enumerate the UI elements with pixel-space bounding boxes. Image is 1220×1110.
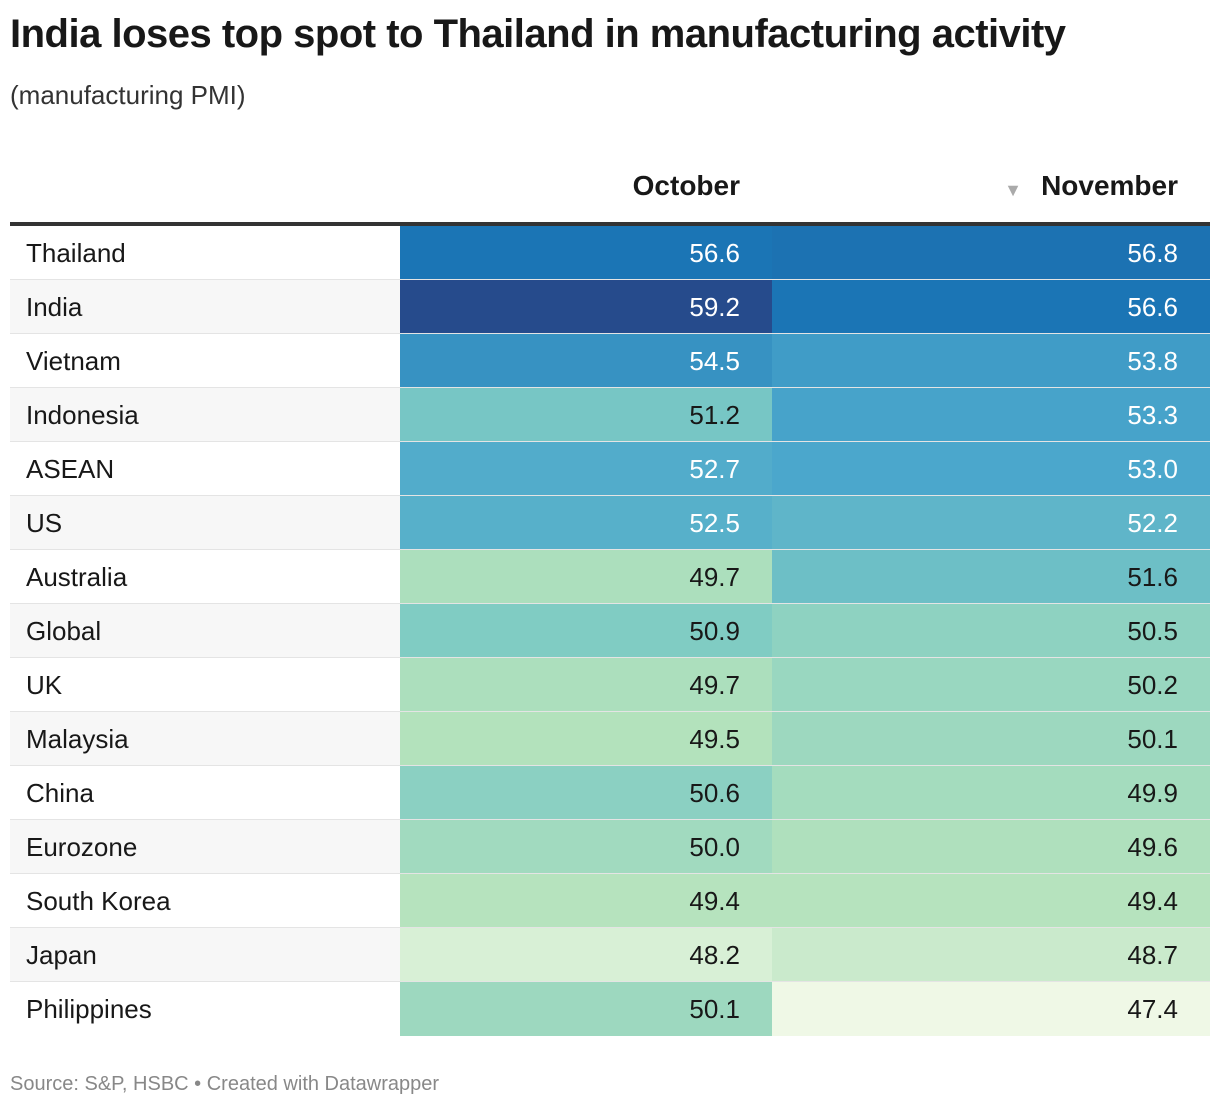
cell-october: 54.5 bbox=[400, 334, 772, 387]
cell-november: 56.6 bbox=[772, 280, 1210, 333]
cell-november: 49.9 bbox=[772, 766, 1210, 819]
table-row: US 52.5 52.2 bbox=[10, 496, 1210, 550]
row-label: Australia bbox=[26, 562, 128, 592]
table-row: China 50.6 49.9 bbox=[10, 766, 1210, 820]
sort-descending-icon: ▼ bbox=[1004, 180, 1022, 200]
cell-november: 49.4 bbox=[772, 874, 1210, 927]
table-row: Malaysia 49.5 50.1 bbox=[10, 712, 1210, 766]
cell-november: 50.1 bbox=[772, 712, 1210, 765]
row-label: Thailand bbox=[26, 238, 126, 268]
table-row: Vietnam 54.5 53.8 bbox=[10, 334, 1210, 388]
cell-october: 56.6 bbox=[400, 226, 772, 279]
table-row: ASEAN 52.7 53.0 bbox=[10, 442, 1210, 496]
table-row: UK 49.7 50.2 bbox=[10, 658, 1210, 712]
table-row: Australia 49.7 51.6 bbox=[10, 550, 1210, 604]
column-header-november[interactable]: November bbox=[1041, 170, 1178, 201]
cell-october: 52.7 bbox=[400, 442, 772, 495]
cell-october: 49.4 bbox=[400, 874, 772, 927]
row-label: South Korea bbox=[26, 886, 171, 916]
row-label: Japan bbox=[10, 928, 400, 981]
chart-subtitle: (manufacturing PMI) bbox=[10, 80, 246, 110]
chart-title: India loses top spot to Thailand in manu… bbox=[10, 12, 1066, 56]
cell-november: 48.7 bbox=[772, 928, 1210, 981]
cell-october: 50.6 bbox=[400, 766, 772, 819]
row-label: Indonesia bbox=[10, 388, 400, 441]
row-label: Philippines bbox=[26, 994, 152, 1024]
table-row: Global 50.9 50.5 bbox=[10, 604, 1210, 658]
table-row: Thailand 56.6 56.8 bbox=[10, 226, 1210, 280]
table-row: Indonesia 51.2 53.3 bbox=[10, 388, 1210, 442]
table-row: South Korea 49.4 49.4 bbox=[10, 874, 1210, 928]
cell-october: 50.9 bbox=[400, 604, 772, 657]
table-body: Thailand 56.6 56.8 India 59.2 56.6 Vietnam 54.5… bbox=[10, 226, 1210, 1036]
row-label: Global bbox=[10, 604, 400, 657]
cell-november: 50.5 bbox=[772, 604, 1210, 657]
row-label: India bbox=[10, 280, 400, 333]
column-header-october[interactable]: October bbox=[632, 170, 740, 201]
cell-november: 53.3 bbox=[772, 388, 1210, 441]
heatmap-table: October ▼ November Thailand 56.6 56.8 India… bbox=[10, 160, 1210, 1036]
cell-november: 56.8 bbox=[772, 226, 1210, 279]
row-label: Malaysia bbox=[10, 712, 400, 765]
cell-november: 51.6 bbox=[772, 550, 1210, 603]
row-label: US bbox=[10, 496, 400, 549]
table-row: Japan 48.2 48.7 bbox=[10, 928, 1210, 982]
row-label: ASEAN bbox=[26, 454, 115, 484]
row-label: Vietnam bbox=[26, 346, 121, 376]
cell-october: 59.2 bbox=[400, 280, 772, 333]
row-label: China bbox=[26, 778, 94, 808]
source-footer: Source: S&P, HSBC • Created with Datawra… bbox=[10, 1073, 440, 1095]
table-row: Eurozone 50.0 49.6 bbox=[10, 820, 1210, 874]
cell-october: 50.0 bbox=[400, 820, 772, 873]
row-label: Eurozone bbox=[10, 820, 400, 873]
cell-november: 50.2 bbox=[772, 658, 1210, 711]
cell-october: 51.2 bbox=[400, 388, 772, 441]
cell-october: 49.7 bbox=[400, 658, 772, 711]
table-header: October ▼ November bbox=[10, 160, 1210, 226]
cell-october: 49.7 bbox=[400, 550, 772, 603]
cell-october: 49.5 bbox=[400, 712, 772, 765]
cell-october: 48.2 bbox=[400, 928, 772, 981]
table-row: India 59.2 56.6 bbox=[10, 280, 1210, 334]
cell-november: 52.2 bbox=[772, 496, 1210, 549]
cell-october: 50.1 bbox=[400, 982, 772, 1036]
cell-november: 53.8 bbox=[772, 334, 1210, 387]
cell-november: 47.4 bbox=[772, 982, 1210, 1036]
cell-november: 49.6 bbox=[772, 820, 1210, 873]
table-row: Philippines 50.1 47.4 bbox=[10, 982, 1210, 1036]
row-label: UK bbox=[26, 670, 63, 700]
cell-november: 53.0 bbox=[772, 442, 1210, 495]
cell-october: 52.5 bbox=[400, 496, 772, 549]
